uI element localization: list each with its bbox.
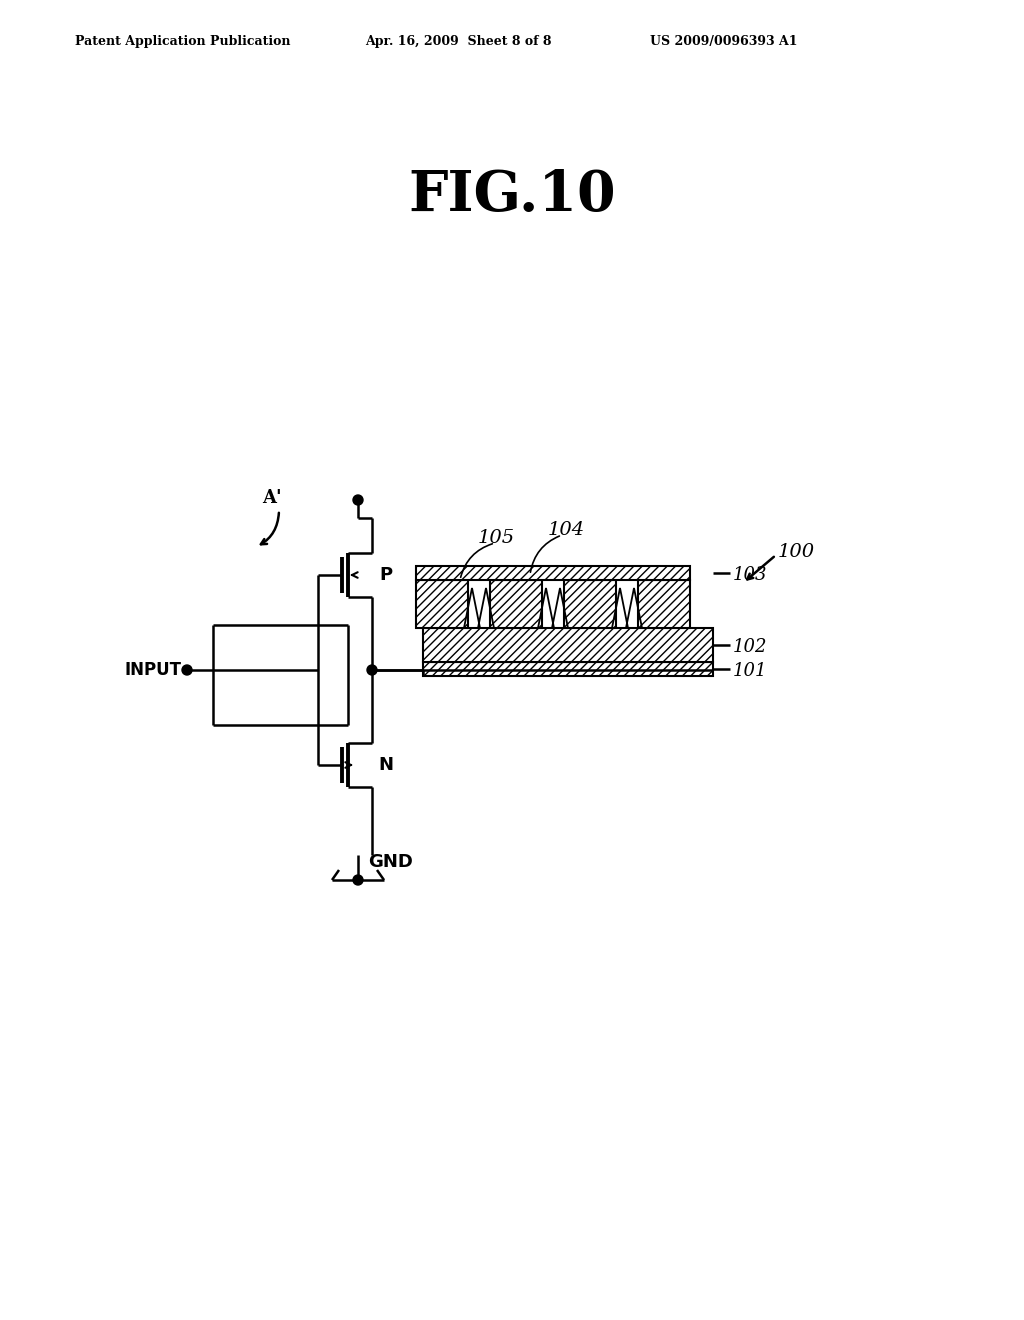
Bar <box>423 628 713 663</box>
Bar <box>638 579 690 628</box>
Bar <box>416 566 690 579</box>
Bar <box>490 579 542 628</box>
Text: Patent Application Publication: Patent Application Publication <box>75 36 291 49</box>
Text: US 2009/0096393 A1: US 2009/0096393 A1 <box>650 36 798 49</box>
Circle shape <box>353 875 362 884</box>
Text: A': A' <box>262 488 282 507</box>
Text: N: N <box>379 756 393 774</box>
Text: 102: 102 <box>733 638 768 656</box>
Circle shape <box>182 665 193 675</box>
Text: 103: 103 <box>733 566 768 583</box>
Text: Apr. 16, 2009  Sheet 8 of 8: Apr. 16, 2009 Sheet 8 of 8 <box>365 36 552 49</box>
Text: 101: 101 <box>733 663 768 680</box>
Text: FIG.10: FIG.10 <box>409 168 615 223</box>
Bar <box>423 663 713 676</box>
Bar <box>416 579 468 628</box>
Circle shape <box>367 665 377 675</box>
Text: P: P <box>380 566 392 583</box>
Text: 100: 100 <box>778 543 815 561</box>
Bar <box>564 579 616 628</box>
Circle shape <box>353 495 362 506</box>
Text: GND: GND <box>368 853 413 871</box>
Text: INPUT: INPUT <box>124 661 181 678</box>
Text: 104: 104 <box>548 521 585 539</box>
Text: 105: 105 <box>478 529 515 546</box>
